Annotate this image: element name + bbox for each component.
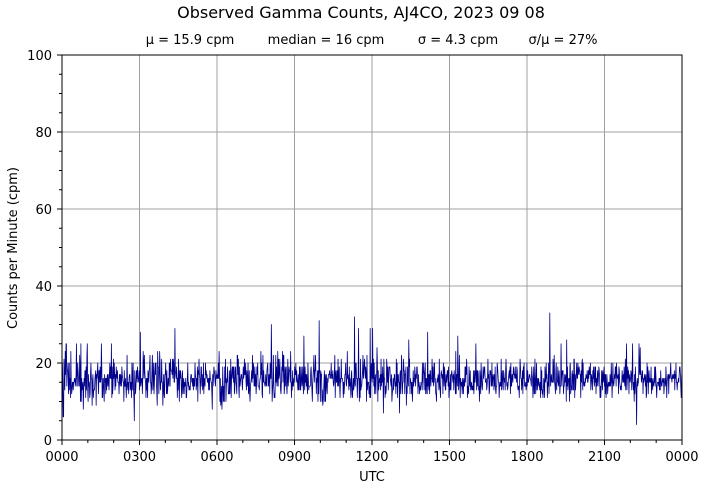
x-tick-label: 1500 bbox=[433, 450, 466, 465]
y-tick-label: 80 bbox=[35, 126, 52, 141]
y-tick-label: 0 bbox=[44, 434, 52, 449]
x-tick-label: 2100 bbox=[588, 450, 621, 465]
y-tick-label: 20 bbox=[35, 357, 52, 372]
y-tick-label: 60 bbox=[35, 203, 52, 218]
x-axis-label: UTC bbox=[359, 470, 385, 485]
chart-title: Observed Gamma Counts, AJ4CO, 2023 09 08 bbox=[177, 3, 545, 22]
series-layer bbox=[61, 312, 683, 426]
x-tick-label: 1800 bbox=[510, 450, 543, 465]
x-tick-label: 0300 bbox=[123, 450, 156, 465]
series-line-0 bbox=[61, 312, 683, 426]
x-tick-label: 0900 bbox=[278, 450, 311, 465]
x-tick-label: 0000 bbox=[45, 450, 78, 465]
y-tick-label: 40 bbox=[35, 280, 52, 295]
x-tick-label: 0600 bbox=[200, 450, 233, 465]
y-tick-label: 100 bbox=[27, 49, 52, 64]
chart-subtitle: μ = 15.9 cpm median = 16 cpm σ = 4.3 cpm σ/… bbox=[146, 33, 598, 48]
x-tick-label: 1200 bbox=[355, 450, 388, 465]
subtitle-stat-3: σ/μ = 27% bbox=[529, 33, 598, 48]
subtitle-stat-2: σ = 4.3 cpm bbox=[418, 33, 498, 48]
subtitle-stat-1: median = 16 cpm bbox=[268, 33, 385, 48]
axis-ticks: 0000 0300 0600 0900 1200 1500 1800 2100 00000204… bbox=[27, 49, 698, 465]
y-axis-label: Counts per Minute (cpm) bbox=[6, 167, 21, 329]
subtitle-stat-0: μ = 15.9 cpm bbox=[146, 33, 235, 48]
x-tick-label: 0000 bbox=[665, 450, 698, 465]
